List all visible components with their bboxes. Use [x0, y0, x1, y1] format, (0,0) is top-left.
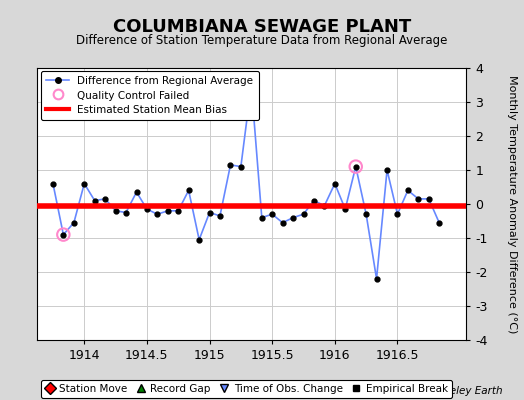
Legend: Station Move, Record Gap, Time of Obs. Change, Empirical Break: Station Move, Record Gap, Time of Obs. C…: [40, 380, 452, 398]
Legend: Difference from Regional Average, Quality Control Failed, Estimated Station Mean: Difference from Regional Average, Qualit…: [41, 71, 259, 120]
Point: [352, 163, 360, 170]
Text: Berkeley Earth: Berkeley Earth: [427, 386, 503, 396]
Y-axis label: Monthly Temperature Anomaly Difference (°C): Monthly Temperature Anomaly Difference (…: [507, 75, 517, 333]
Point: [59, 231, 68, 238]
Text: Difference of Station Temperature Data from Regional Average: Difference of Station Temperature Data f…: [77, 34, 447, 47]
Text: COLUMBIANA SEWAGE PLANT: COLUMBIANA SEWAGE PLANT: [113, 18, 411, 36]
